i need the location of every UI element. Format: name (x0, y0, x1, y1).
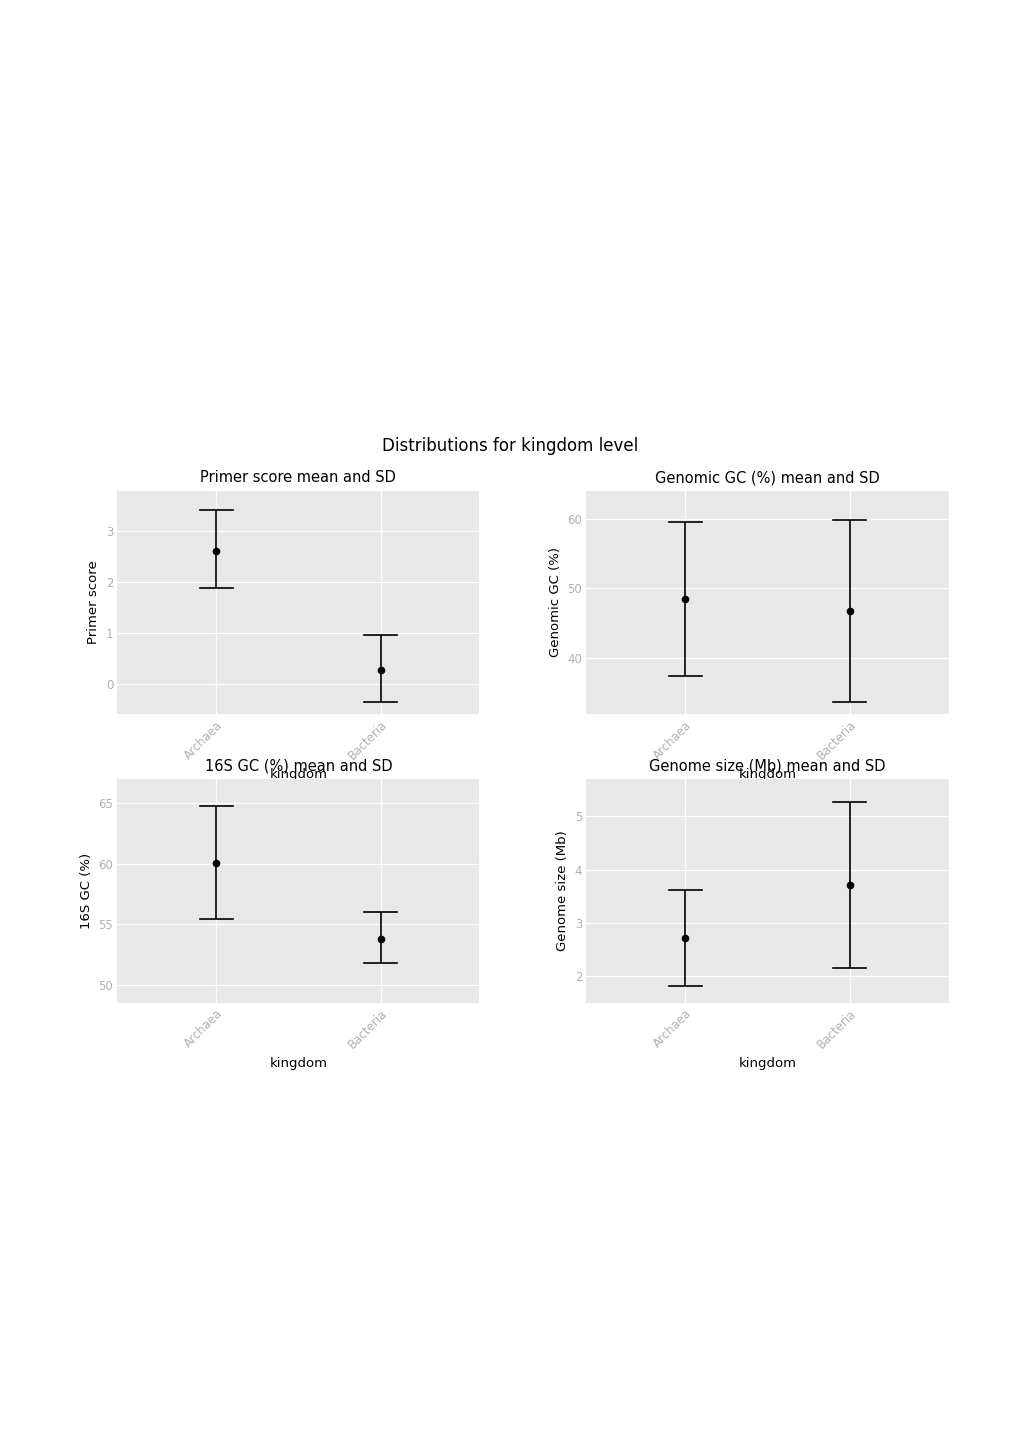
Text: Distributions for kingdom level: Distributions for kingdom level (381, 437, 638, 455)
X-axis label: kingdom: kingdom (269, 1056, 327, 1069)
Title: Genome size (Mb) mean and SD: Genome size (Mb) mean and SD (649, 759, 884, 773)
Title: Genomic GC (%) mean and SD: Genomic GC (%) mean and SD (654, 470, 879, 485)
Y-axis label: 16S GC (%): 16S GC (%) (79, 853, 93, 929)
Y-axis label: Genomic GC (%): Genomic GC (%) (548, 547, 561, 658)
X-axis label: kingdom: kingdom (269, 768, 327, 781)
Title: Primer score mean and SD: Primer score mean and SD (200, 470, 396, 485)
X-axis label: kingdom: kingdom (738, 1056, 796, 1069)
X-axis label: kingdom: kingdom (738, 768, 796, 781)
Y-axis label: Primer score: Primer score (87, 560, 100, 645)
Y-axis label: Genome size (Mb): Genome size (Mb) (555, 831, 569, 951)
Title: 16S GC (%) mean and SD: 16S GC (%) mean and SD (205, 759, 391, 773)
